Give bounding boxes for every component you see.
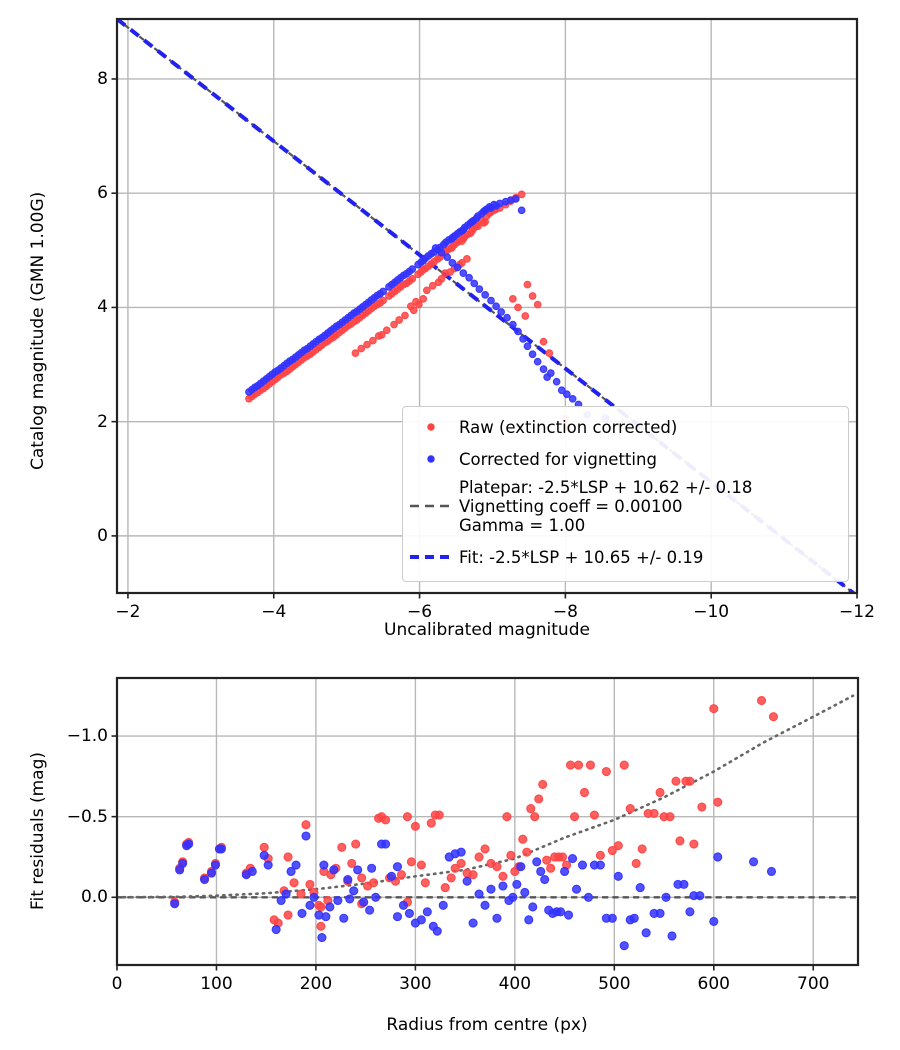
legend-label-platepar: Platepar: -2.5*LSP + 10.62 +/- 0.18 Vign… (459, 477, 753, 535)
top-xtick-label: −2 (115, 602, 141, 622)
bottom-tick-marks (111, 735, 815, 971)
bottom-xtick-label: 500 (598, 974, 631, 994)
top-ytick-label: 4 (97, 297, 108, 318)
bottom-xtick-label: 0 (111, 974, 123, 994)
legend-marker-platepar-dashed-line (403, 501, 459, 511)
bottom-x-axis-label: Radius from centre (px) (386, 1015, 588, 1035)
bottom-xtick-label: 700 (797, 974, 830, 994)
legend-label-raw: Raw (extinction corrected) (459, 417, 678, 437)
bottom-ytick-label: 0.0 (80, 887, 108, 908)
top-legend: Raw (extinction corrected) Corrected for… (402, 406, 849, 582)
legend-marker-fit-dashed-line (403, 552, 459, 562)
bottom-scatter-points (170, 696, 779, 951)
bottom-xtick-label: 100 (200, 974, 233, 994)
top-ytick-label: 6 (97, 183, 108, 204)
top-xtick-label: −10 (693, 602, 730, 622)
legend-entry-fit: Fit: -2.5*LSP + 10.65 +/- 0.19 (403, 539, 703, 575)
bottom-plot-background (117, 678, 858, 965)
bottom-xtick-label: 400 (498, 974, 532, 994)
top-scatter-points (245, 190, 610, 431)
bottom-plot-frame (115, 676, 860, 967)
top-ytick-label: 0 (97, 525, 108, 546)
bottom-ytick-label: −0.5 (66, 806, 108, 827)
top-xtick-label: −8 (552, 602, 578, 622)
top-y-axis-label: Catalog magnitude (GMN 1.00G) (28, 191, 48, 470)
bottom-ytick-label: −1.0 (66, 726, 108, 747)
bottom-xtick-label: 200 (299, 974, 333, 994)
legend-marker-raw-dot (403, 420, 459, 434)
legend-label-fit: Fit: -2.5*LSP + 10.65 +/- 0.19 (459, 547, 704, 567)
legend-entry-corrected: Corrected for vignetting (403, 443, 657, 475)
bottom-gridlines (117, 678, 858, 965)
legend-marker-corrected-dot (403, 452, 459, 466)
legend-entry-raw: Raw (extinction corrected) (403, 411, 677, 443)
top-xtick-label: −6 (407, 602, 433, 622)
top-ytick-label: 2 (97, 411, 108, 432)
bottom-plot-svg (111, 676, 860, 971)
top-xtick-label: −4 (261, 602, 287, 622)
legend-entry-platepar: Platepar: -2.5*LSP + 10.62 +/- 0.18 Vign… (403, 475, 752, 537)
legend-label-corrected: Corrected for vignetting (459, 449, 657, 469)
top-x-axis-label: Uncalibrated magnitude (384, 620, 590, 640)
fit-residuals-panel: Fit residuals (mag) Radius from centre (… (0, 650, 900, 1050)
magnitude-calibration-panel: Catalog magnitude (GMN 1.00G) Uncalibrat… (28, 17, 875, 640)
top-xtick-label: −12 (839, 602, 875, 622)
top-ytick-label: 8 (97, 68, 108, 89)
bottom-y-axis-label: Fit residuals (mag) (28, 752, 48, 910)
bottom-xtick-label: 300 (399, 974, 432, 994)
bottom-xtick-label: 600 (697, 974, 730, 994)
top-tick-marks (111, 78, 858, 599)
top-plot-frame (115, 17, 859, 595)
